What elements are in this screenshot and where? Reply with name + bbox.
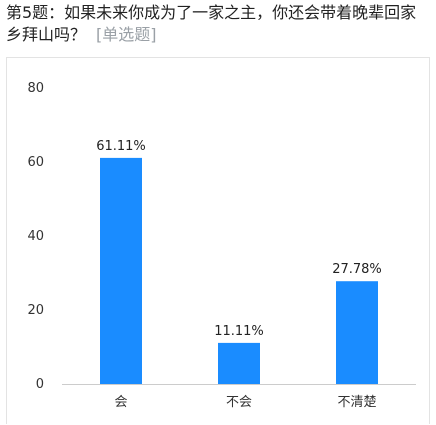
category-label: 会 <box>114 395 127 410</box>
y-tick-label: 60 <box>27 155 44 170</box>
question-text: 第5题：如果未来你成为了一家之主，你还会带着晚辈回家乡拜山吗？ <box>6 3 417 44</box>
category-label: 不会 <box>226 395 252 410</box>
y-tick-label: 40 <box>27 229 44 244</box>
question-type-tag: [单选题] <box>96 25 157 44</box>
chart-panel: 0 20 40 60 80 61.11% 会 11.11% 不会 27.78% 不清楚 <box>6 57 430 424</box>
bar-value-label: 61.11% <box>96 139 146 154</box>
bar-0 <box>100 157 142 384</box>
bar-2 <box>336 281 378 384</box>
bar-value-label: 27.78% <box>332 262 382 277</box>
y-tick-label: 80 <box>27 81 44 96</box>
bar-1 <box>218 342 260 384</box>
y-tick-label: 0 <box>36 377 44 392</box>
category-label: 不清楚 <box>337 395 376 410</box>
y-tick-label: 20 <box>27 303 44 318</box>
bar-chart: 0 20 40 60 80 61.11% 会 11.11% 不会 27.78% 不清楚 <box>27 81 416 410</box>
bar-value-label: 11.11% <box>214 324 264 339</box>
question-title: 第5题：如果未来你成为了一家之主，你还会带着晚辈回家乡拜山吗？ [单选题] <box>6 2 432 46</box>
